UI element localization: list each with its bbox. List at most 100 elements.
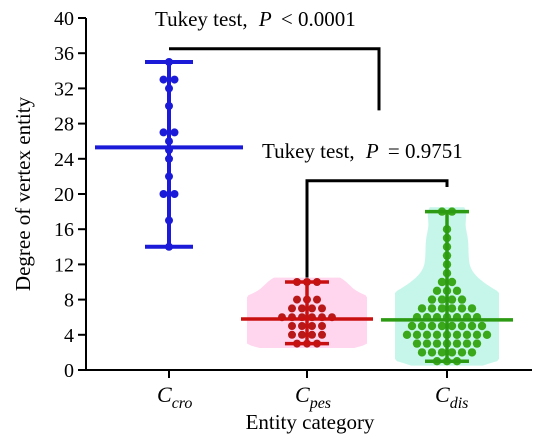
- x-tick-label: Ccro: [157, 382, 192, 412]
- point-pes: [298, 304, 306, 313]
- point-dis: [432, 339, 442, 348]
- point-pes: [308, 322, 316, 330]
- annotation-1-p: P: [258, 7, 272, 31]
- point-dis: [447, 321, 457, 331]
- annotation-2-value: = 0.9751: [388, 139, 463, 163]
- x-axis-label: Entity category: [246, 410, 375, 434]
- point-dis: [437, 321, 447, 331]
- point-dis: [462, 339, 472, 348]
- y-tick-label: 0: [64, 360, 74, 382]
- point-pes: [318, 322, 326, 330]
- y-tick-label: 36: [54, 43, 74, 65]
- point-dis: [447, 348, 457, 357]
- point-dis: [457, 304, 467, 313]
- point-dis: [447, 304, 457, 313]
- point-dis: [422, 330, 432, 339]
- point-cro: [159, 128, 168, 137]
- point-pes: [293, 295, 301, 304]
- point-cro: [170, 128, 179, 137]
- point-dis: [467, 304, 477, 313]
- point-dis: [472, 339, 482, 348]
- x-tick-label-base: C: [295, 382, 310, 407]
- x-tick-label-sub: dis: [450, 395, 469, 412]
- point-pes: [288, 322, 296, 330]
- x-tick-label: Cpes: [295, 382, 331, 412]
- annotation-2: Tukey test, P = 0.9751: [262, 139, 463, 163]
- point-pes: [308, 304, 316, 313]
- violin-shapes: [247, 207, 499, 366]
- point-dis: [457, 295, 467, 304]
- point-dis: [452, 339, 462, 348]
- significance-brackets: [169, 47, 449, 278]
- annotation-2-p: P: [365, 139, 379, 163]
- y-tick-label: 28: [54, 114, 74, 136]
- y-tick-label: 12: [54, 254, 74, 276]
- point-pes: [318, 330, 326, 339]
- point-dis: [432, 330, 442, 339]
- y-axis-label: Degree of vertex entity: [11, 96, 35, 291]
- x-tick-label-base: C: [157, 382, 172, 407]
- point-dis: [457, 321, 467, 331]
- point-dis: [437, 304, 447, 313]
- point-cro: [159, 190, 168, 198]
- summary-bars: [95, 60, 513, 363]
- point-pes: [308, 330, 316, 339]
- x-tick-label-sub: cro: [172, 395, 193, 412]
- point-dis: [467, 321, 477, 331]
- y-ticks: 0 4 8 12 16 20 24 28 32 36 40: [54, 8, 86, 382]
- point-dis: [417, 304, 427, 313]
- y-tick-label: 40: [54, 8, 74, 30]
- point-dis: [437, 295, 447, 304]
- point-dis: [417, 348, 427, 357]
- x-ticks: Ccro Cpes Cdis: [157, 370, 468, 412]
- point-dis: [427, 295, 437, 304]
- y-tick-label: 20: [54, 184, 74, 206]
- y-tick-label: 24: [54, 149, 74, 171]
- point-dis: [437, 348, 447, 357]
- y-tick-label: 8: [64, 290, 74, 312]
- point-dis: [437, 277, 447, 287]
- point-pes: [288, 330, 296, 339]
- annotation-1-value: < 0.0001: [281, 7, 356, 31]
- annotation-1: Tukey test, P < 0.0001: [155, 7, 356, 31]
- point-dis: [402, 330, 412, 339]
- point-dis: [422, 339, 432, 348]
- point-dis: [412, 330, 422, 339]
- point-dis: [457, 348, 467, 357]
- x-tick-label: Cdis: [435, 382, 468, 412]
- point-dis: [447, 295, 457, 304]
- point-pes: [298, 330, 306, 339]
- point-dis: [417, 321, 427, 331]
- y-tick-label: 4: [64, 325, 74, 347]
- point-cro: [170, 190, 179, 198]
- point-cro: [170, 75, 179, 84]
- point-dis: [462, 330, 472, 339]
- point-dis: [452, 286, 462, 295]
- point-dis: [427, 304, 437, 313]
- point-dis: [452, 330, 462, 339]
- point-dis: [427, 321, 437, 331]
- point-pes: [313, 295, 321, 304]
- x-tick-label-sub: pes: [309, 395, 331, 412]
- point-dis: [432, 286, 442, 295]
- point-dis: [467, 348, 477, 357]
- bracket-1: [169, 47, 381, 111]
- annotation-2-prefix: Tukey test,: [262, 139, 355, 163]
- point-pes: [318, 304, 326, 313]
- point-cro: [159, 75, 168, 84]
- y-tick-label: 16: [54, 219, 74, 241]
- point-dis: [427, 348, 437, 357]
- point-dis: [482, 330, 492, 339]
- point-dis: [447, 277, 457, 287]
- point-pes: [298, 322, 306, 330]
- y-tick-label: 32: [54, 78, 74, 100]
- point-dis: [412, 339, 422, 348]
- x-tick-label-base: C: [435, 382, 450, 407]
- point-dis: [477, 321, 487, 331]
- point-dis: [472, 330, 482, 339]
- bracket-2: [305, 179, 449, 278]
- point-dis: [407, 321, 417, 331]
- annotation-1-prefix: Tukey test,: [155, 7, 248, 31]
- point-pes: [288, 304, 296, 313]
